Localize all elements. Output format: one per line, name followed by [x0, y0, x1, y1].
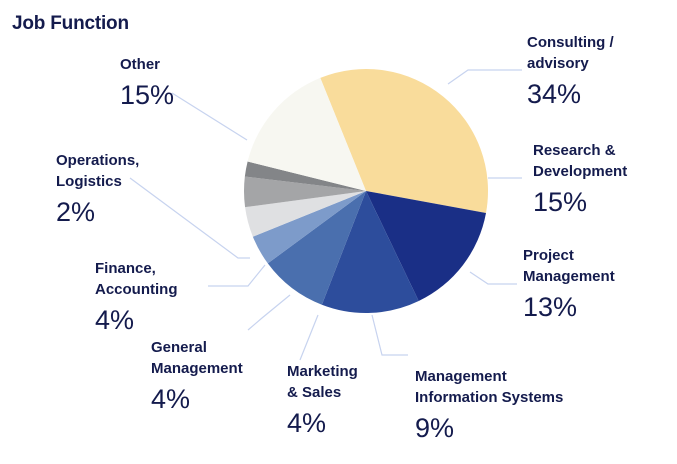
- pie-slice: [244, 161, 366, 191]
- leader-line: [171, 92, 248, 141]
- label-research: Research & Development 15%: [533, 140, 627, 217]
- leader-line: [208, 264, 266, 287]
- slice-name: Other: [120, 56, 161, 73]
- label-general-management: General Management 4%: [151, 337, 243, 414]
- slice-percent: 4%: [287, 408, 327, 438]
- slice-name: Finance, Accounting: [95, 260, 178, 298]
- slice-name: General Management: [151, 339, 243, 377]
- pie-slice: [366, 191, 486, 302]
- leader-line: [371, 314, 408, 356]
- leader-line: [447, 69, 522, 85]
- leader-line: [469, 271, 517, 285]
- label-mis: Management Information Systems 9%: [415, 366, 563, 443]
- slice-name: Management Information Systems: [415, 368, 564, 406]
- leader-lines: [129, 69, 522, 361]
- pie-slice: [247, 77, 366, 191]
- pie-slices: [243, 68, 489, 313]
- slice-name: Marketing & Sales: [287, 363, 358, 401]
- pie-slice: [320, 68, 489, 214]
- slice-name: Research & Development: [533, 142, 628, 180]
- slice-percent: 34%: [527, 79, 582, 109]
- leader-line: [299, 314, 319, 361]
- slice-percent: 2%: [56, 197, 96, 227]
- pie-slice: [245, 191, 366, 237]
- slice-name: Consulting / advisory: [527, 34, 614, 72]
- pie-slice: [321, 191, 419, 313]
- slice-percent: 9%: [415, 413, 455, 443]
- slice-name: Project Management: [523, 247, 615, 285]
- label-operations: Operations, Logistics 2%: [56, 150, 139, 227]
- label-finance: Finance, Accounting 4%: [95, 258, 178, 335]
- slice-percent: 15%: [533, 187, 588, 217]
- label-other: Other 15%: [120, 54, 174, 110]
- slice-percent: 4%: [95, 305, 135, 335]
- label-consulting: Consulting / advisory 34%: [527, 32, 614, 109]
- slice-percent: 13%: [523, 292, 578, 322]
- label-marketing: Marketing & Sales 4%: [287, 361, 358, 438]
- label-project-management: Project Management 13%: [523, 245, 615, 322]
- chart-title: Job Function: [12, 13, 129, 34]
- slice-percent: 15%: [120, 80, 175, 110]
- slice-percent: 4%: [151, 384, 191, 414]
- leader-line: [247, 294, 291, 331]
- pie-slice: [267, 191, 366, 305]
- leader-line: [129, 177, 250, 259]
- slice-name: Operations, Logistics: [56, 152, 140, 190]
- pie-slice: [252, 191, 366, 264]
- pie-slice: [243, 176, 366, 208]
